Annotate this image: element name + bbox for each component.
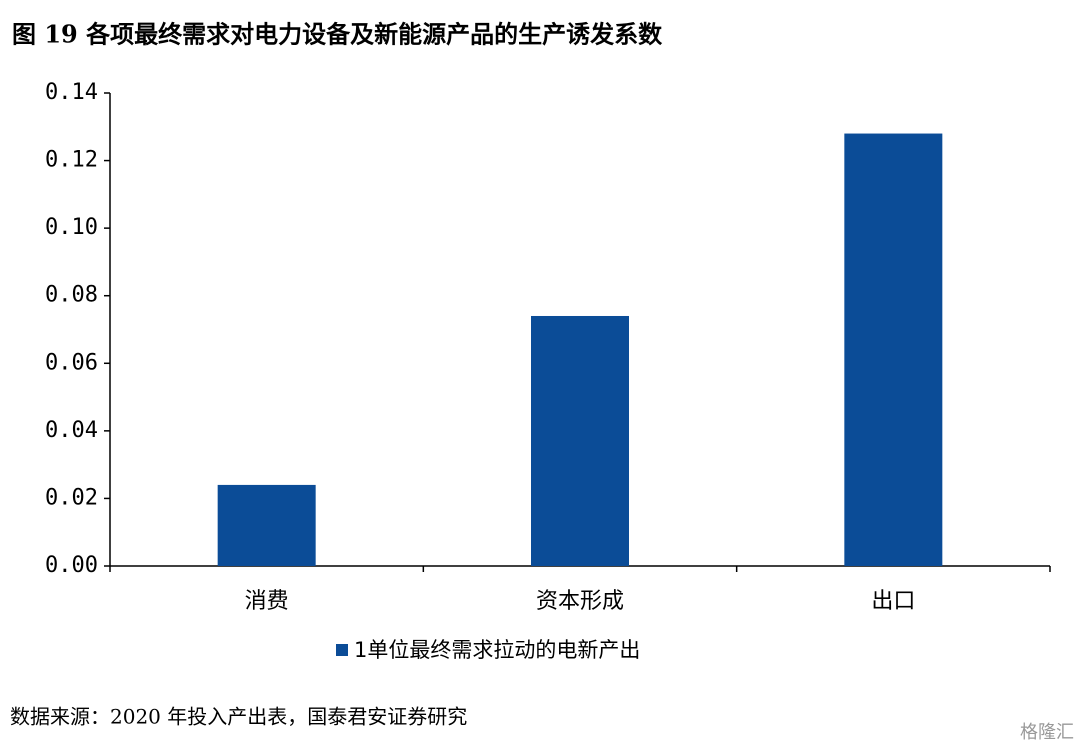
x-tick-label: 出口	[871, 589, 915, 614]
x-tick-label: 消费	[245, 589, 289, 614]
source-note: 数据来源：2020 年投入产出表，国泰君安证券研究	[10, 705, 467, 729]
legend-swatch	[336, 644, 348, 656]
y-tick-label: 0.10	[45, 215, 98, 240]
y-tick-label: 0.02	[45, 485, 98, 510]
bar	[844, 133, 943, 567]
y-tick-label: 0.04	[45, 418, 98, 443]
legend-label: 1单位最终需求拉动的电新产出	[354, 638, 640, 662]
x-tick-label: 资本形成	[536, 589, 624, 614]
y-tick-label: 0.14	[45, 80, 98, 105]
y-tick-label: 0.00	[45, 553, 98, 578]
bar	[217, 484, 316, 566]
y-tick-label: 0.12	[45, 148, 98, 173]
y-tick-label: 0.08	[45, 283, 98, 308]
y-tick-label: 0.06	[45, 350, 98, 375]
bar	[531, 315, 629, 566]
watermark: 格隆汇	[1020, 722, 1074, 743]
chart-title: 图 19 各项最终需求对电力设备及新能源产品的生产诱发系数	[12, 20, 663, 49]
